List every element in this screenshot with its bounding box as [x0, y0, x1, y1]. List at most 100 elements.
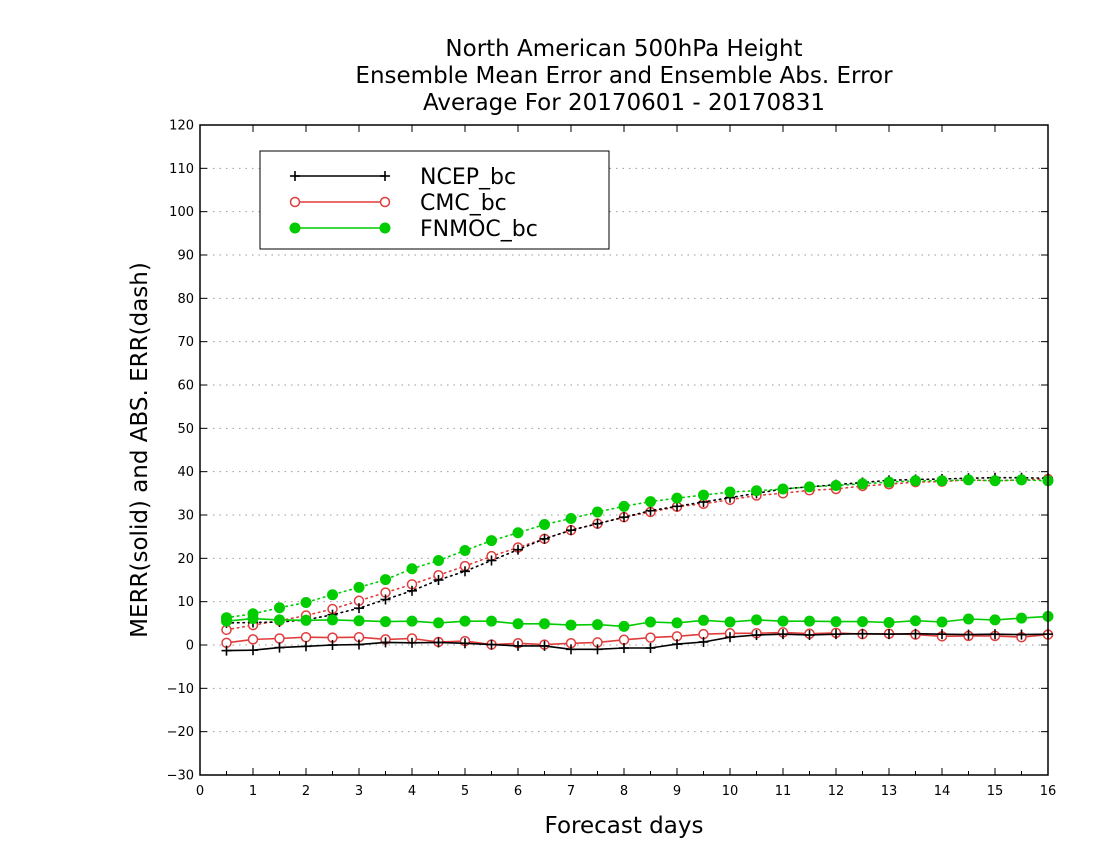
series-ncep-bc [221, 472, 1053, 656]
ncep-bc-merr-point [910, 628, 921, 639]
y-tick-label: 0 [186, 639, 194, 654]
ncep-bc-merr-point [990, 629, 1000, 640]
legend-marker-right-fnmoc-bc [379, 222, 391, 234]
ncep-bc-merr-point [354, 639, 364, 650]
x-tick-label: 6 [514, 784, 522, 799]
fnmoc-bc-abs-err-point [989, 475, 1001, 487]
ncep-bc-merr-point [407, 637, 417, 648]
x-tick-label: 10 [722, 784, 739, 799]
fnmoc-bc-merr-point [645, 616, 656, 628]
ncep-bc-merr-point [963, 629, 974, 640]
fnmoc-bc-merr-point [486, 615, 497, 627]
legend-item-fnmoc-bc: FNMOC_bc [289, 217, 538, 242]
ncep-bc-merr-point [274, 642, 285, 653]
fnmoc-bc-abs-err-point [565, 512, 577, 524]
fnmoc-bc-merr-point [857, 616, 868, 628]
legend-item-cmc-bc: CMC_bc [289, 191, 507, 216]
fnmoc-bc-abs-err-point [936, 475, 948, 487]
x-tick-label: 15 [987, 784, 1004, 799]
series-cmc-bc [221, 473, 1054, 650]
x-tick-label: 3 [355, 784, 363, 799]
y-tick-label: 100 [169, 205, 194, 220]
y-tick-label: −30 [167, 769, 194, 784]
ncep-bc-abs-err-point [433, 575, 444, 585]
x-axis-label: Forecast days [545, 813, 704, 839]
legend-label-cmc-bc: CMC_bc [420, 191, 507, 216]
fnmoc-bc-merr-point [406, 615, 418, 627]
y-axis-label: MERR(solid) and ABS. ERR(dash) [127, 262, 153, 638]
fnmoc-bc-merr-point [565, 619, 577, 631]
fnmoc-bc-merr-point [698, 614, 709, 626]
fnmoc-bc-abs-err-point [486, 535, 497, 547]
chart-title-line-1: North American 500hPa Height [445, 36, 803, 62]
x-tick-label: 2 [302, 784, 310, 799]
y-tick-label: 10 [177, 595, 194, 610]
y-tick-label: 90 [177, 249, 194, 264]
fnmoc-bc-merr-point [433, 617, 444, 629]
x-tick-label: 1 [249, 784, 257, 799]
ncep-bc-abs-err-point [486, 555, 497, 566]
fnmoc-bc-abs-err-point [406, 563, 418, 575]
y-tick-label: 40 [177, 465, 194, 480]
fnmoc-bc-merr-point [459, 615, 471, 627]
cmc-bc-abs-err-line [225, 478, 1049, 631]
fnmoc-bc-abs-err-point [698, 489, 709, 501]
x-tick-label: 0 [196, 784, 204, 799]
fnmoc-bc-abs-err-point [963, 474, 974, 486]
fnmoc-bc-merr-point [830, 616, 842, 628]
ncep-bc-merr-point [592, 644, 603, 655]
ncep-bc-merr-point [327, 640, 338, 650]
ncep-bc-merr-point [486, 639, 497, 650]
fnmoc-bc-abs-err-point [910, 475, 921, 487]
y-tick-label: 70 [177, 335, 194, 350]
fnmoc-bc-abs-err-point [804, 481, 815, 493]
series-fnmoc-bc [221, 474, 1054, 632]
ncep-bc-abs-err-point [539, 533, 550, 544]
ncep-bc-merr-point [380, 637, 391, 648]
fnmoc-bc-abs-err-point [857, 478, 868, 490]
legend-item-ncep-bc: NCEP_bc [290, 165, 516, 190]
legend-label-fnmoc-bc: FNMOC_bc [420, 217, 538, 242]
fnmoc-bc-merr-point [804, 615, 815, 627]
x-tick-label: 12 [828, 784, 845, 799]
fnmoc-bc-abs-err-line [225, 479, 1049, 619]
fnmoc-bc-merr-point [353, 615, 365, 627]
chart-title-line-2: Ensemble Mean Error and Ensemble Abs. Er… [355, 63, 893, 89]
legend-box [259, 150, 610, 250]
fnmoc-bc-abs-err-point [592, 506, 603, 518]
fnmoc-bc-abs-err-point [883, 476, 895, 488]
fnmoc-bc-merr-point [724, 616, 736, 628]
x-tick-label: 14 [934, 784, 951, 799]
legend-marker-right-cmc-bc [379, 196, 391, 208]
ncep-bc-merr-point [1016, 629, 1027, 640]
fnmoc-bc-merr-point [910, 615, 921, 627]
ncep-bc-merr-point [221, 645, 232, 656]
x-tick-label: 8 [620, 784, 628, 799]
series-layer [221, 472, 1054, 656]
fnmoc-bc-abs-err-point [512, 527, 524, 539]
y-tick-label: 60 [177, 379, 194, 394]
fnmoc-bc-merr-point [592, 619, 603, 631]
fnmoc-bc-abs-err-point [539, 519, 550, 531]
y-tick-label: 30 [177, 509, 194, 524]
fnmoc-bc-abs-err-point [433, 555, 444, 566]
fnmoc-bc-merr-point [883, 616, 895, 628]
fnmoc-bc-abs-err-point [645, 496, 656, 508]
x-tick-label: 5 [461, 784, 469, 799]
ncep-bc-merr-point [539, 640, 550, 651]
ncep-bc-merr-point [619, 643, 629, 654]
fnmoc-bc-abs-err-point [751, 485, 762, 497]
ncep-bc-abs-err-point [460, 566, 470, 577]
y-tick-label: 110 [169, 162, 194, 177]
ncep-bc-abs-err-line [225, 476, 1049, 624]
fnmoc-bc-merr-point [274, 614, 285, 626]
ncep-bc-merr-point [884, 629, 894, 640]
ncep-bc-merr-point [566, 644, 576, 655]
y-tick-label: 120 [169, 119, 194, 134]
cmc-bc-merr-point [274, 633, 285, 644]
cmc-bc-merr-point [645, 632, 656, 643]
